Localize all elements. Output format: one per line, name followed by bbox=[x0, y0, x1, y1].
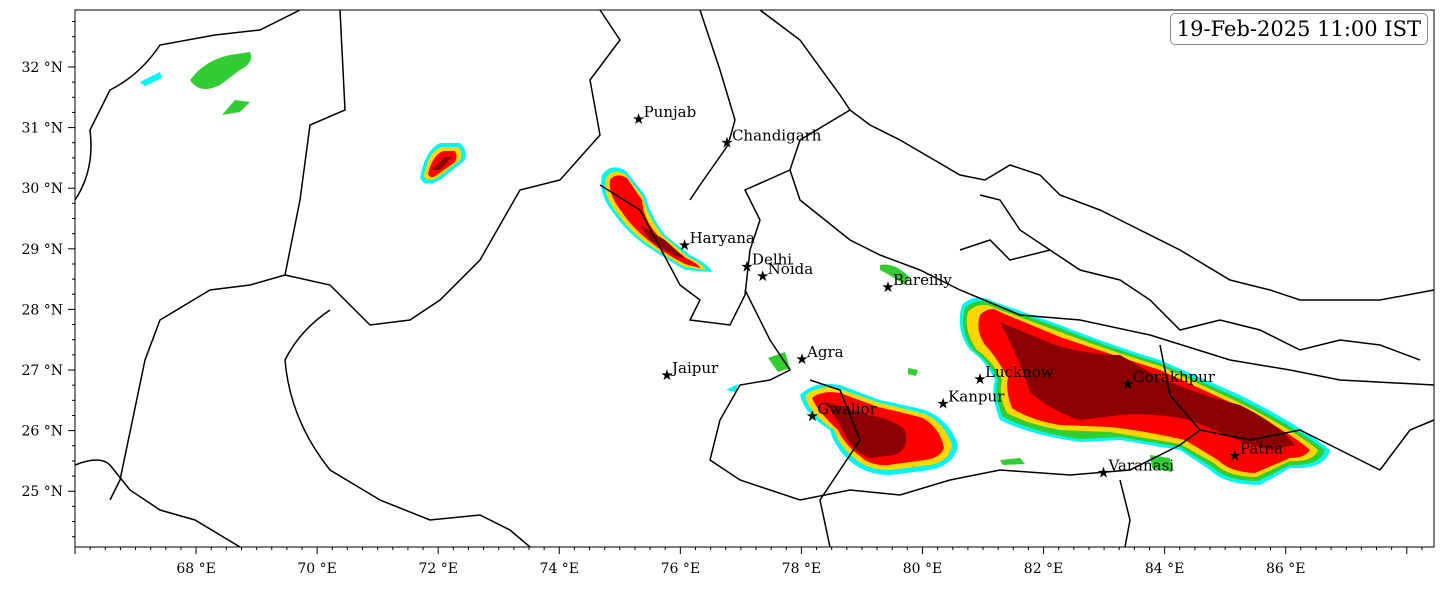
precip-small-patches bbox=[140, 52, 1172, 472]
lon-tick-label: 76 °E bbox=[661, 561, 700, 577]
lat-tick-label: 26 °N bbox=[21, 424, 63, 440]
star-icon: ★ bbox=[720, 134, 733, 152]
city-label: Kanpur bbox=[948, 387, 1005, 405]
city-noida: ★Noida bbox=[756, 260, 813, 285]
precip-streak-haryana bbox=[601, 167, 712, 272]
star-icon: ★ bbox=[1121, 375, 1134, 393]
axis-ticks: 68 °E 70 °E 72 °E 74 °E 76 °E 78 °E 80 °E 82 °E… bbox=[21, 21, 1423, 577]
lon-tick-label: 84 °E bbox=[1145, 561, 1184, 577]
precip-blob-west bbox=[420, 143, 466, 184]
star-icon: ★ bbox=[806, 407, 819, 425]
city-label: Gorakhpur bbox=[1133, 368, 1216, 386]
star-icon: ★ bbox=[1097, 463, 1110, 481]
city-kanpur: ★Kanpur bbox=[936, 387, 1005, 412]
city-label: Varanasi bbox=[1107, 456, 1174, 474]
city-label: Chandigarh bbox=[732, 127, 822, 145]
city-bareilly: ★Bareilly bbox=[881, 271, 952, 296]
star-icon: ★ bbox=[1228, 446, 1241, 464]
star-icon: ★ bbox=[881, 278, 894, 296]
map-frame bbox=[74, 9, 1435, 548]
lat-tick-label: 29 °N bbox=[21, 242, 63, 258]
lon-tick-label: 72 °E bbox=[418, 561, 457, 577]
star-icon: ★ bbox=[795, 350, 808, 368]
star-icon: ★ bbox=[678, 236, 691, 254]
lat-tick-label: 30 °N bbox=[21, 181, 63, 197]
city-jaipur: ★Jaipur bbox=[660, 359, 719, 384]
city-label: Jaipur bbox=[670, 359, 719, 377]
city-punjab: ★Punjab bbox=[632, 103, 696, 128]
lon-tick-label: 70 °E bbox=[297, 561, 336, 577]
city-label: Delhi bbox=[752, 250, 792, 268]
star-icon: ★ bbox=[632, 110, 645, 128]
lat-tick-label: 31 °N bbox=[21, 121, 63, 137]
star-icon: ★ bbox=[973, 370, 986, 388]
city-label: Agra bbox=[806, 343, 844, 361]
precip-contours bbox=[75, 10, 1434, 547]
star-icon: ★ bbox=[740, 257, 753, 275]
star-icon: ★ bbox=[756, 267, 769, 285]
lon-tick-label: 86 °E bbox=[1266, 561, 1305, 577]
city-label: Noida bbox=[768, 260, 814, 278]
city-varanasi: ★Varanasi bbox=[1097, 456, 1175, 481]
city-haryana: ★Haryana bbox=[678, 229, 755, 254]
city-delhi: ★Delhi bbox=[740, 250, 792, 275]
city-label: Bareilly bbox=[893, 271, 952, 289]
lat-tick-label: 27 °N bbox=[21, 363, 63, 379]
precip-blob-gwalior bbox=[800, 383, 958, 475]
lat-tick-label: 28 °N bbox=[21, 302, 63, 318]
lat-tick-label: 25 °N bbox=[21, 484, 63, 500]
lon-tick-label: 74 °E bbox=[540, 561, 579, 577]
city-markers: ★Punjab★Chandigarh★Haryana★Delhi★Noida★B… bbox=[632, 103, 1283, 481]
city-agra: ★Agra bbox=[795, 343, 843, 368]
lon-tick-label: 68 °E bbox=[176, 561, 215, 577]
city-gorakhpur: ★Gorakhpur bbox=[1121, 368, 1216, 393]
city-label: Lucknow bbox=[985, 363, 1054, 381]
lon-tick-label: 80 °E bbox=[903, 561, 942, 577]
admin-boundaries bbox=[75, 10, 1434, 547]
city-chandigarh: ★Chandigarh bbox=[720, 127, 822, 152]
city-patna: ★Patna bbox=[1228, 439, 1283, 464]
city-gwalior: ★Gwalior bbox=[806, 400, 878, 425]
star-icon: ★ bbox=[936, 394, 949, 412]
timestamp-label: 19-Feb-2025 11:00 IST bbox=[1169, 13, 1428, 45]
city-label: Punjab bbox=[644, 103, 697, 121]
star-icon: ★ bbox=[660, 366, 673, 384]
city-lucknow: ★Lucknow bbox=[973, 363, 1054, 388]
city-label: Haryana bbox=[690, 229, 755, 247]
lon-tick-label: 82 °E bbox=[1024, 561, 1063, 577]
city-label: Gwalior bbox=[817, 400, 877, 418]
city-label: Patna bbox=[1240, 439, 1283, 457]
lat-tick-label: 32 °N bbox=[21, 60, 63, 76]
lon-tick-label: 78 °E bbox=[782, 561, 821, 577]
